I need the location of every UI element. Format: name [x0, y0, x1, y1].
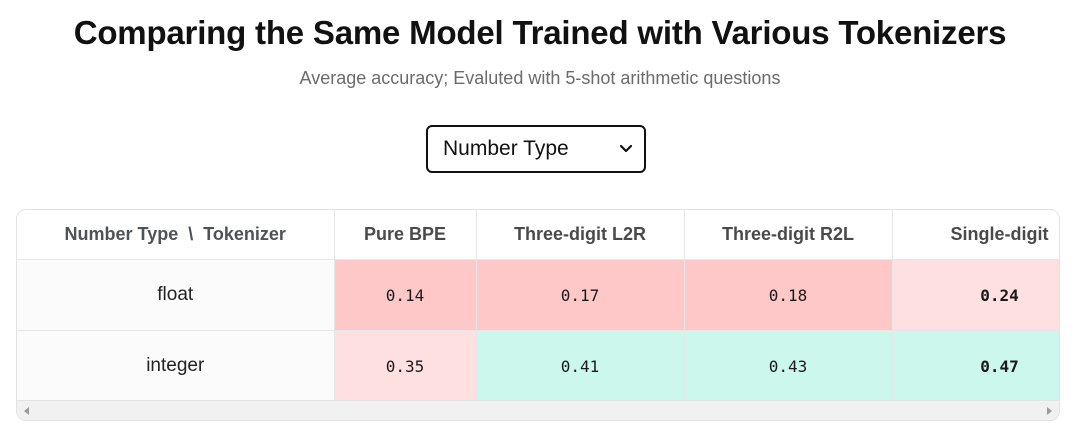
- scroll-left-arrow-icon[interactable]: [19, 401, 35, 420]
- table-row: float 0.14 0.17 0.18 0.24: [17, 259, 1059, 331]
- page-subtitle: Average accuracy; Evaluted with 5-shot a…: [299, 68, 781, 88]
- scrollbar-thumb[interactable]: [37, 405, 1039, 415]
- table-cell: 0.35: [334, 330, 477, 400]
- scroll-right-arrow-icon[interactable]: [1041, 401, 1057, 420]
- number-type-select[interactable]: Number Type: [426, 125, 646, 173]
- row-header-float: float: [17, 259, 335, 331]
- table-cell: 0.24: [892, 259, 1059, 331]
- table-cell: 0.18: [684, 259, 893, 331]
- table-scroll-area[interactable]: Number Type \ Tokenizer Pure BPE Three-d…: [17, 210, 1059, 400]
- table-cell: 0.41: [476, 330, 685, 400]
- page-title: Comparing the Same Model Trained with Va…: [73, 14, 1007, 51]
- row-header-integer: integer: [17, 330, 335, 400]
- select-value: Number Type: [443, 137, 569, 160]
- horizontal-scrollbar[interactable]: [17, 400, 1059, 420]
- chevron-down-icon: [618, 141, 634, 157]
- table-cell: 0.43: [684, 330, 893, 400]
- table-row: integer 0.35 0.41 0.43 0.47: [17, 330, 1059, 400]
- results-table: Number Type \ Tokenizer Pure BPE Three-d…: [17, 210, 1059, 400]
- column-header: Single-digit: [892, 210, 1059, 260]
- results-table-container: Number Type \ Tokenizer Pure BPE Three-d…: [16, 209, 1060, 421]
- column-header: Three-digit R2L: [684, 210, 893, 260]
- table-header-row: Number Type \ Tokenizer Pure BPE Three-d…: [17, 210, 1059, 260]
- corner-header: Number Type \ Tokenizer: [17, 210, 335, 260]
- column-header: Three-digit L2R: [476, 210, 685, 260]
- table-cell: 0.47: [892, 330, 1059, 400]
- table-cell: 0.14: [334, 259, 477, 331]
- column-header: Pure BPE: [334, 210, 477, 260]
- scrollbar-track[interactable]: [37, 401, 1039, 420]
- table-cell: 0.17: [476, 259, 685, 331]
